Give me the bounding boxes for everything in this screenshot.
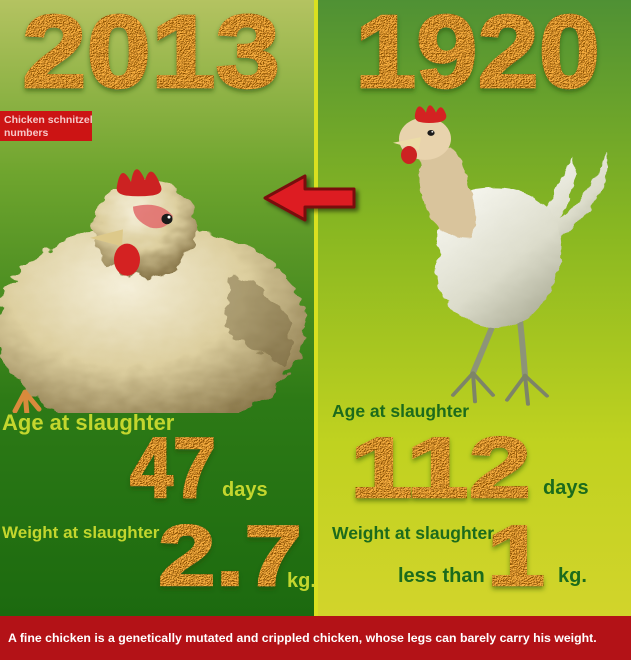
svg-text:2.7: 2.7: [158, 509, 302, 604]
svg-text:1: 1: [487, 509, 545, 604]
svg-text:112: 112: [350, 421, 531, 516]
svg-text:47: 47: [130, 421, 216, 516]
